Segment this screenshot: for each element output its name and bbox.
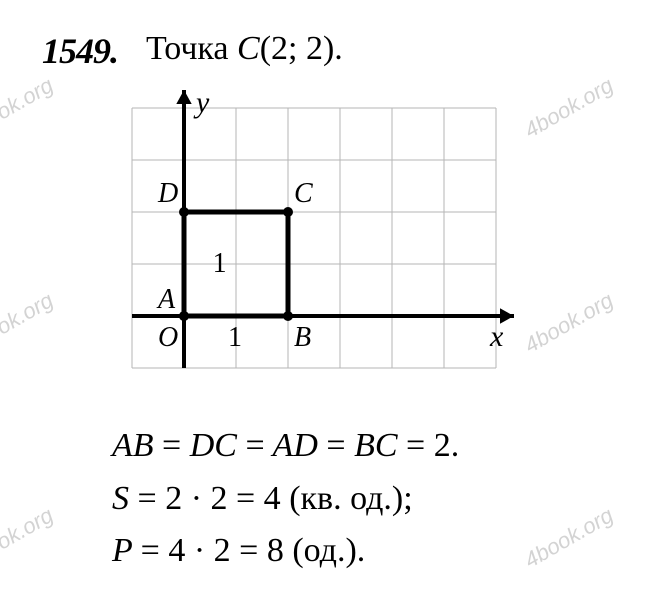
coordinate-chart: AO B C D 1 1 x y [112, 88, 536, 398]
svg-text:B: B [294, 322, 311, 353]
header-row: 1549. Точка C(2; 2). [42, 30, 608, 72]
area-rhs: 2 · 2 = 4 [165, 480, 281, 517]
problem-number: 1549. [42, 30, 118, 72]
page: 1549. Точка C(2; 2). AOBCD11xy AB = DC =… [0, 0, 650, 615]
svg-text:O: O [158, 322, 178, 353]
side-value: 2 [434, 427, 451, 464]
svg-text:y: y [193, 88, 210, 119]
equation-perimeter: P = 4 · 2 = 8 (од.). [112, 525, 608, 578]
problem-title: Точка C(2; 2). [146, 30, 343, 68]
perimeter-unit: (од.). [292, 532, 365, 569]
perimeter-rhs: 4 · 2 = 8 [168, 532, 284, 569]
equation-sides: AB = DC = AD = BC = 2. [112, 420, 608, 473]
chart-container: AO B C D 1 1 x y [112, 88, 608, 398]
seg-dc: DC [190, 427, 237, 464]
seg-bc: BC [354, 427, 397, 464]
title-coords: (2; 2). [260, 30, 343, 67]
equation-area: S = 2 · 2 = 4 (кв. од.); [112, 473, 608, 526]
watermark: 4book.org [0, 72, 58, 143]
svg-text:1: 1 [228, 322, 242, 353]
svg-text:D: D [157, 178, 178, 209]
seg-ab: AB [112, 427, 154, 464]
watermark: 4book.org [0, 287, 58, 358]
area-unit: (кв. од.); [289, 480, 412, 517]
svg-text:x: x [489, 320, 504, 353]
perimeter-symbol: P [112, 532, 132, 569]
seg-ad: AD [273, 427, 318, 464]
area-symbol: S [112, 480, 129, 517]
svg-text:C: C [294, 178, 313, 209]
watermark: 4book.org [0, 502, 58, 573]
svg-text:A: A [156, 284, 176, 315]
equations-block: AB = DC = AD = BC = 2. S = 2 · 2 = 4 (кв… [112, 420, 608, 578]
title-prefix: Точка [146, 30, 237, 67]
svg-text:1: 1 [213, 248, 227, 279]
title-point: C [237, 30, 260, 67]
